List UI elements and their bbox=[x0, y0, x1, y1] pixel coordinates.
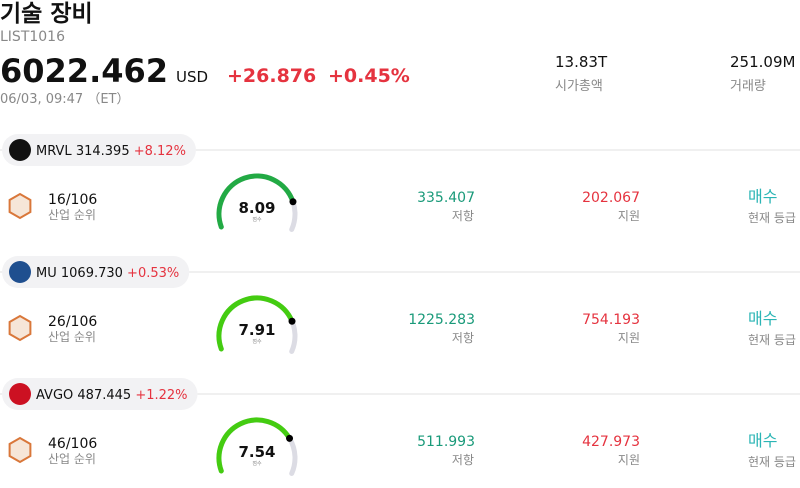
rank: 46/106 bbox=[48, 436, 97, 452]
ticker-price: 314.395 bbox=[76, 144, 130, 159]
rating-label: 현재 등급 bbox=[748, 211, 796, 225]
gauge-fill bbox=[216, 295, 295, 352]
title: 기술 장비 bbox=[0, 1, 93, 27]
rank-icon bbox=[8, 436, 32, 464]
resistance: 511.993 bbox=[417, 434, 475, 450]
ticker-text: MU 1069.730 +0.53% bbox=[36, 266, 179, 281]
market-cap-label: 시가총액 bbox=[555, 79, 603, 94]
gauge-fill bbox=[216, 173, 296, 230]
support: 427.973 bbox=[582, 434, 640, 450]
gauge-dot bbox=[286, 434, 294, 442]
score-label: 점수 bbox=[252, 460, 262, 467]
rank-label: 산업 순위 bbox=[48, 208, 96, 222]
ticker-logo bbox=[9, 139, 31, 161]
rating: 매수 bbox=[748, 309, 777, 328]
volume-label: 거래량 bbox=[730, 79, 766, 94]
ticker-change: +1.22% bbox=[135, 388, 187, 403]
ticker-price: 1069.730 bbox=[61, 266, 123, 281]
rating-label: 현재 등급 bbox=[748, 333, 796, 347]
rating-label: 현재 등급 bbox=[748, 455, 796, 469]
ticker-price: 487.445 bbox=[77, 388, 131, 403]
ticker-pill[interactable] bbox=[2, 378, 198, 410]
resistance: 335.407 bbox=[417, 190, 475, 206]
ticker-symbol: MU bbox=[36, 266, 57, 281]
gauge-dot bbox=[289, 198, 297, 206]
rating: 매수 bbox=[748, 187, 777, 206]
ticker-symbol: MRVL bbox=[36, 144, 72, 159]
support: 202.067 bbox=[582, 190, 640, 206]
support-label: 지원 bbox=[618, 453, 640, 467]
score: 7.54 bbox=[238, 443, 275, 461]
gauge-fill bbox=[216, 417, 293, 474]
ticker-pill[interactable] bbox=[2, 134, 196, 166]
datetime: 06/03, 09:47 （ET） bbox=[0, 92, 129, 107]
rank-icon bbox=[8, 192, 32, 220]
volume: 251.09M bbox=[730, 53, 795, 71]
ticker-change: +0.53% bbox=[127, 266, 179, 281]
support-label: 지원 bbox=[618, 209, 640, 223]
ticker-logo bbox=[9, 383, 31, 405]
resistance: 1225.283 bbox=[408, 312, 475, 328]
support-label: 지원 bbox=[618, 331, 640, 345]
ticker-text: MRVL 314.395 +8.12% bbox=[36, 144, 186, 159]
currency: USD bbox=[176, 68, 208, 86]
price: 6022.462 bbox=[0, 52, 168, 90]
rank: 16/106 bbox=[48, 192, 97, 208]
resistance-label: 저항 bbox=[452, 453, 474, 467]
market-cap: 13.83T bbox=[555, 53, 608, 71]
support: 754.193 bbox=[582, 312, 640, 328]
score: 7.91 bbox=[238, 321, 275, 339]
score: 8.09 bbox=[238, 199, 275, 217]
code: LIST1016 bbox=[0, 29, 65, 45]
rank-label: 산업 순위 bbox=[48, 330, 96, 344]
gauge-dot bbox=[288, 317, 296, 325]
ticker-symbol: AVGO bbox=[36, 388, 73, 403]
rank-label: 산업 순위 bbox=[48, 452, 96, 466]
score-label: 점수 bbox=[252, 216, 262, 223]
ticker-pill[interactable] bbox=[2, 256, 190, 288]
change: +26.876 bbox=[227, 65, 316, 87]
ticker-text: AVGO 487.445 +1.22% bbox=[36, 388, 188, 403]
resistance-label: 저항 bbox=[452, 331, 474, 345]
resistance-label: 저항 bbox=[452, 209, 474, 223]
score-label: 점수 bbox=[252, 338, 262, 345]
ticker-logo bbox=[9, 261, 31, 283]
ticker-change: +8.12% bbox=[134, 144, 186, 159]
change-pct: +0.45% bbox=[328, 65, 410, 87]
rank-icon bbox=[8, 314, 32, 342]
rank: 26/106 bbox=[48, 314, 97, 330]
rating: 매수 bbox=[748, 431, 777, 450]
